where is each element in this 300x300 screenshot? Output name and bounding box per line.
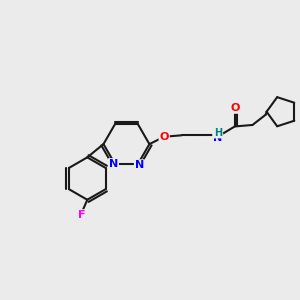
Text: N: N <box>109 159 118 169</box>
Text: H: H <box>214 128 222 138</box>
Text: N: N <box>213 133 222 143</box>
Text: N: N <box>135 160 144 170</box>
Text: F: F <box>78 210 86 220</box>
Text: O: O <box>159 132 169 142</box>
Text: O: O <box>230 103 239 113</box>
